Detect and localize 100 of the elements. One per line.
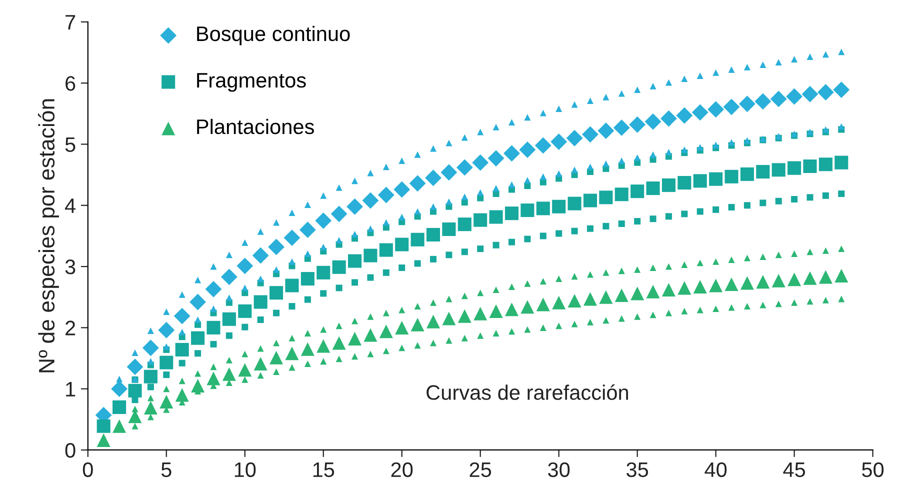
y-tick-label: 4 [64, 198, 76, 213]
x-tick-label: 20 [391, 462, 413, 478]
point [772, 163, 786, 177]
point [257, 228, 264, 235]
point [744, 202, 750, 209]
point [728, 66, 735, 73]
point [571, 320, 578, 328]
point [238, 363, 252, 377]
point [430, 256, 437, 262]
point [602, 160, 610, 168]
point [226, 294, 232, 301]
point [586, 225, 594, 232]
point [352, 230, 358, 238]
point [665, 263, 672, 270]
x-tick-label: 15 [313, 462, 334, 478]
point [583, 194, 597, 208]
point [163, 372, 170, 378]
point [602, 269, 610, 276]
point [696, 72, 704, 79]
point [336, 184, 342, 191]
point [665, 148, 672, 156]
point [273, 310, 280, 316]
point [446, 296, 452, 302]
point [629, 116, 646, 133]
point [582, 126, 598, 143]
point [598, 122, 614, 139]
point [477, 332, 484, 339]
x-tick-label: 45 [783, 462, 806, 478]
point [519, 142, 536, 158]
x-tick-label: 0 [82, 462, 93, 478]
point [818, 158, 832, 172]
point [352, 279, 358, 286]
point [304, 250, 311, 257]
point [220, 268, 238, 286]
point [336, 236, 342, 244]
point [382, 269, 390, 276]
point [634, 266, 641, 273]
point [288, 209, 296, 216]
point [536, 202, 550, 216]
point [552, 200, 566, 214]
point [257, 276, 264, 282]
point [724, 170, 738, 184]
point [665, 213, 672, 220]
point [775, 252, 782, 258]
point [226, 252, 232, 258]
point [492, 184, 500, 192]
point [336, 284, 342, 292]
point [304, 202, 311, 208]
point [724, 277, 738, 292]
point [775, 59, 782, 66]
point [474, 213, 488, 227]
point [409, 175, 426, 192]
point [614, 288, 628, 302]
point [147, 384, 154, 390]
point [461, 134, 468, 141]
point [806, 54, 814, 60]
point [634, 218, 641, 225]
point [838, 48, 845, 56]
point [367, 170, 374, 176]
point [662, 283, 676, 297]
point [618, 90, 625, 97]
point [536, 298, 550, 312]
point [665, 79, 672, 86]
point [696, 208, 704, 215]
point [571, 166, 578, 174]
point [382, 164, 390, 170]
point [728, 304, 735, 311]
point [414, 260, 421, 267]
point [477, 290, 484, 296]
point [618, 220, 625, 227]
point [708, 101, 724, 118]
point [712, 305, 720, 312]
point [712, 206, 720, 213]
point [822, 247, 829, 254]
point [806, 194, 814, 201]
y-tick-label: 6 [66, 76, 76, 91]
point [838, 246, 845, 252]
point [226, 332, 232, 339]
point [788, 272, 802, 286]
x-tick-label: 50 [862, 462, 884, 478]
point [257, 372, 264, 379]
point [681, 76, 688, 82]
point [320, 358, 327, 365]
point [158, 322, 175, 338]
point [492, 330, 500, 336]
point [540, 173, 546, 180]
point [817, 84, 834, 100]
point [304, 330, 311, 336]
point [477, 128, 484, 136]
point [112, 400, 126, 414]
point [430, 340, 437, 346]
point [586, 164, 594, 170]
point [242, 284, 248, 292]
point [492, 124, 500, 130]
y-tick-label: 5 [65, 137, 76, 152]
point [775, 198, 782, 204]
point [147, 327, 154, 334]
point [650, 312, 656, 318]
point [191, 379, 205, 393]
point [744, 254, 750, 262]
